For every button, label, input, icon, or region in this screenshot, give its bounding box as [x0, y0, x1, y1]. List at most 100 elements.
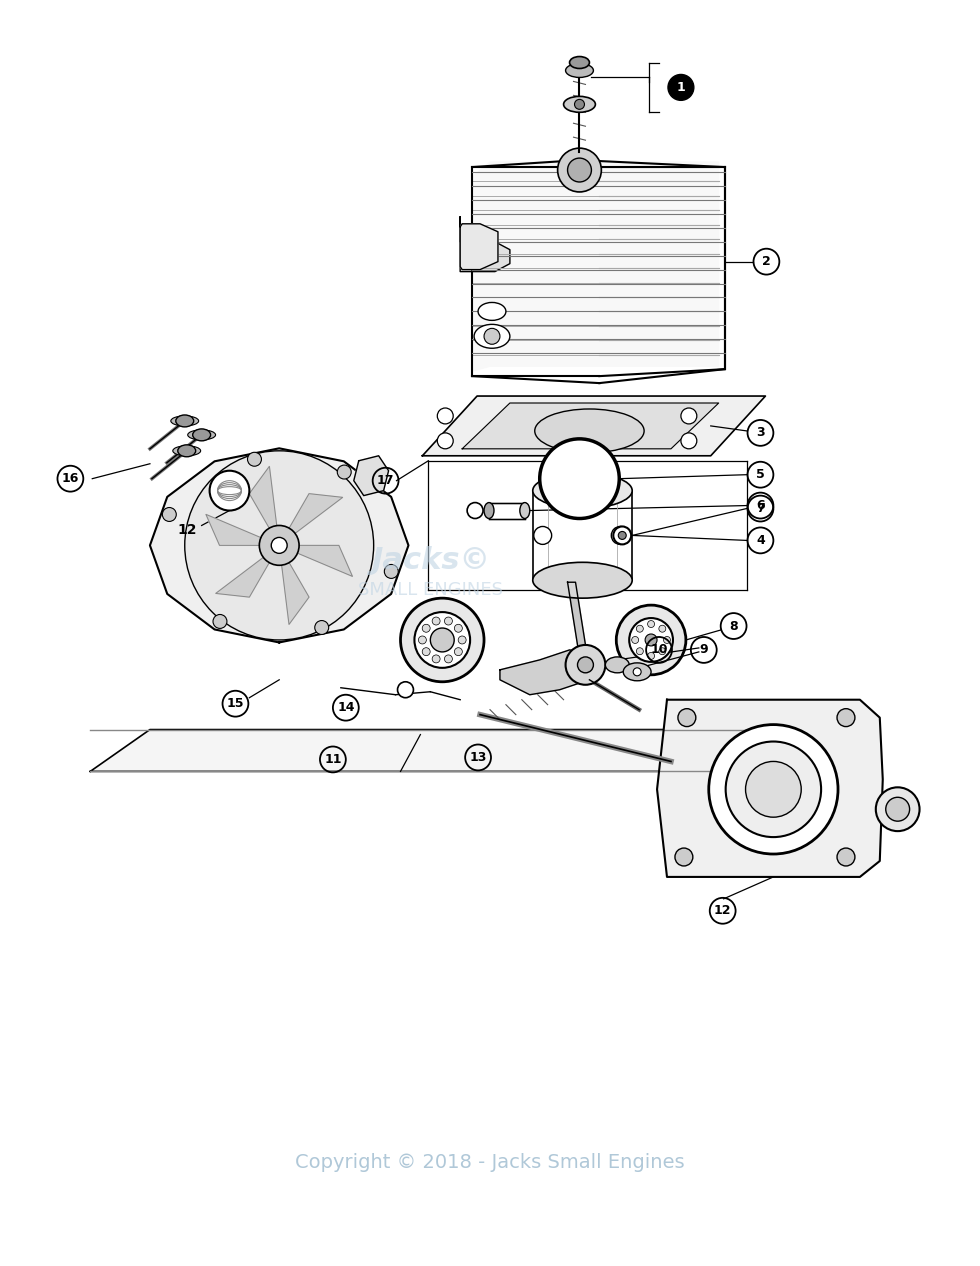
Circle shape: [432, 655, 440, 663]
Ellipse shape: [623, 663, 651, 681]
Circle shape: [484, 328, 500, 344]
Circle shape: [709, 724, 838, 855]
Polygon shape: [657, 700, 883, 877]
Ellipse shape: [478, 303, 506, 320]
Circle shape: [415, 611, 470, 668]
Polygon shape: [463, 403, 718, 449]
Text: 8: 8: [729, 619, 738, 633]
Polygon shape: [567, 582, 589, 670]
Ellipse shape: [533, 472, 632, 509]
Circle shape: [645, 634, 657, 646]
Circle shape: [315, 620, 328, 634]
Ellipse shape: [474, 324, 510, 348]
Circle shape: [659, 648, 665, 655]
Circle shape: [663, 637, 670, 643]
Circle shape: [612, 527, 629, 544]
Text: 11: 11: [324, 753, 342, 766]
Circle shape: [432, 617, 440, 625]
Text: 9: 9: [700, 643, 709, 657]
Polygon shape: [354, 456, 389, 495]
Polygon shape: [284, 494, 343, 539]
Circle shape: [437, 408, 453, 424]
Circle shape: [430, 628, 454, 652]
Circle shape: [422, 648, 430, 656]
Circle shape: [213, 614, 227, 628]
Circle shape: [567, 158, 591, 182]
Text: 14: 14: [337, 701, 355, 714]
Text: 5: 5: [757, 468, 764, 481]
Polygon shape: [461, 224, 498, 270]
Circle shape: [681, 408, 697, 424]
Ellipse shape: [535, 409, 644, 453]
Circle shape: [629, 618, 673, 662]
Circle shape: [398, 682, 414, 698]
Circle shape: [746, 761, 802, 817]
Ellipse shape: [171, 417, 199, 425]
Circle shape: [467, 503, 483, 519]
Circle shape: [636, 648, 643, 655]
Ellipse shape: [193, 429, 211, 441]
Circle shape: [648, 652, 655, 660]
Circle shape: [558, 148, 602, 192]
Text: 4: 4: [757, 534, 764, 547]
Circle shape: [574, 99, 584, 109]
Circle shape: [260, 525, 299, 566]
Circle shape: [445, 655, 453, 663]
Circle shape: [163, 508, 176, 522]
Circle shape: [633, 668, 641, 676]
Polygon shape: [216, 552, 274, 598]
Circle shape: [648, 620, 655, 628]
Text: SMALL ENGINES: SMALL ENGINES: [358, 581, 503, 599]
Circle shape: [422, 624, 430, 632]
Text: Jacks©: Jacks©: [370, 546, 490, 575]
Text: 12: 12: [177, 523, 196, 538]
Ellipse shape: [484, 503, 494, 519]
Ellipse shape: [569, 57, 589, 68]
Polygon shape: [150, 448, 409, 642]
Circle shape: [437, 433, 453, 449]
Circle shape: [248, 452, 262, 466]
Ellipse shape: [188, 430, 216, 439]
Circle shape: [418, 636, 426, 644]
Text: 16: 16: [62, 472, 79, 485]
Ellipse shape: [533, 562, 632, 598]
Circle shape: [337, 465, 351, 479]
Circle shape: [837, 709, 855, 727]
Ellipse shape: [565, 63, 594, 77]
Text: 13: 13: [469, 751, 487, 763]
Ellipse shape: [519, 503, 530, 519]
Polygon shape: [249, 466, 278, 537]
Circle shape: [565, 644, 606, 685]
Ellipse shape: [177, 444, 196, 457]
Text: 12: 12: [713, 904, 731, 918]
Circle shape: [668, 75, 694, 100]
Circle shape: [445, 617, 453, 625]
Circle shape: [210, 471, 249, 510]
Polygon shape: [461, 216, 510, 272]
Circle shape: [185, 451, 373, 641]
Ellipse shape: [172, 446, 201, 456]
Text: 1: 1: [676, 81, 685, 94]
Ellipse shape: [564, 96, 596, 113]
Circle shape: [271, 538, 287, 553]
Ellipse shape: [606, 657, 629, 672]
Circle shape: [455, 648, 463, 656]
Polygon shape: [280, 555, 309, 624]
Text: 2: 2: [762, 256, 771, 268]
Polygon shape: [288, 546, 353, 576]
Circle shape: [384, 565, 398, 579]
Circle shape: [632, 637, 639, 643]
Text: 7: 7: [757, 503, 764, 515]
Circle shape: [613, 527, 631, 544]
Circle shape: [837, 848, 855, 866]
Circle shape: [534, 527, 552, 544]
Circle shape: [616, 605, 686, 675]
Text: 15: 15: [226, 698, 244, 710]
Circle shape: [659, 625, 665, 632]
Polygon shape: [472, 162, 718, 371]
Circle shape: [876, 787, 919, 830]
Text: Copyright © 2018 - Jacks Small Engines: Copyright © 2018 - Jacks Small Engines: [295, 1153, 685, 1172]
Circle shape: [725, 742, 821, 837]
Circle shape: [550, 449, 610, 509]
Text: 10: 10: [651, 643, 667, 657]
